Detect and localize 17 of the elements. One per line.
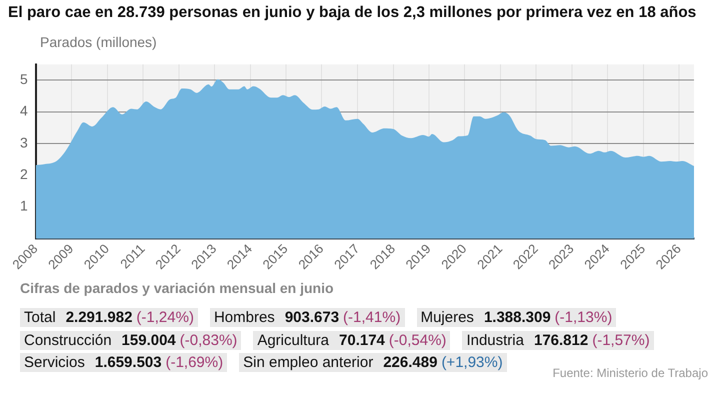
y-axis-title: Parados (millones) [40, 34, 157, 50]
y-tick-label: 1 [20, 198, 28, 214]
tag: Servicios 1.659.503 (-1,69%) [20, 353, 228, 372]
y-tick-label: 2 [20, 166, 28, 182]
tag: Sin empleo anterior 226.489 (+1,93%) [239, 353, 507, 372]
tag: Construcción 159.004 (-0,83%) [20, 331, 242, 350]
tag: Total 2.291.982 (-1,24%) [20, 308, 198, 327]
tag: Hombres 903.673 (-1,41%) [210, 308, 405, 327]
tag: Agricultura 70.174 (-0,54%) [253, 331, 450, 350]
tag: Mujeres 1.388.309 (-1,13%) [416, 308, 616, 327]
chart-title: El paro cae en 28.739 personas en junio y baja de los 2,3 millones por primera vez en 18 años [8, 4, 696, 22]
source-note: Fuente: Ministerio de Trabajo [552, 366, 708, 380]
text: Cifras de parados y variación mensual en junio [20, 280, 334, 296]
y-tick-label: 5 [20, 71, 28, 88]
y-tick-label: 4 [20, 102, 28, 119]
y-tick-label: 3 [20, 134, 28, 150]
tag: Industria 176.812 (-1,57%) [462, 331, 654, 350]
